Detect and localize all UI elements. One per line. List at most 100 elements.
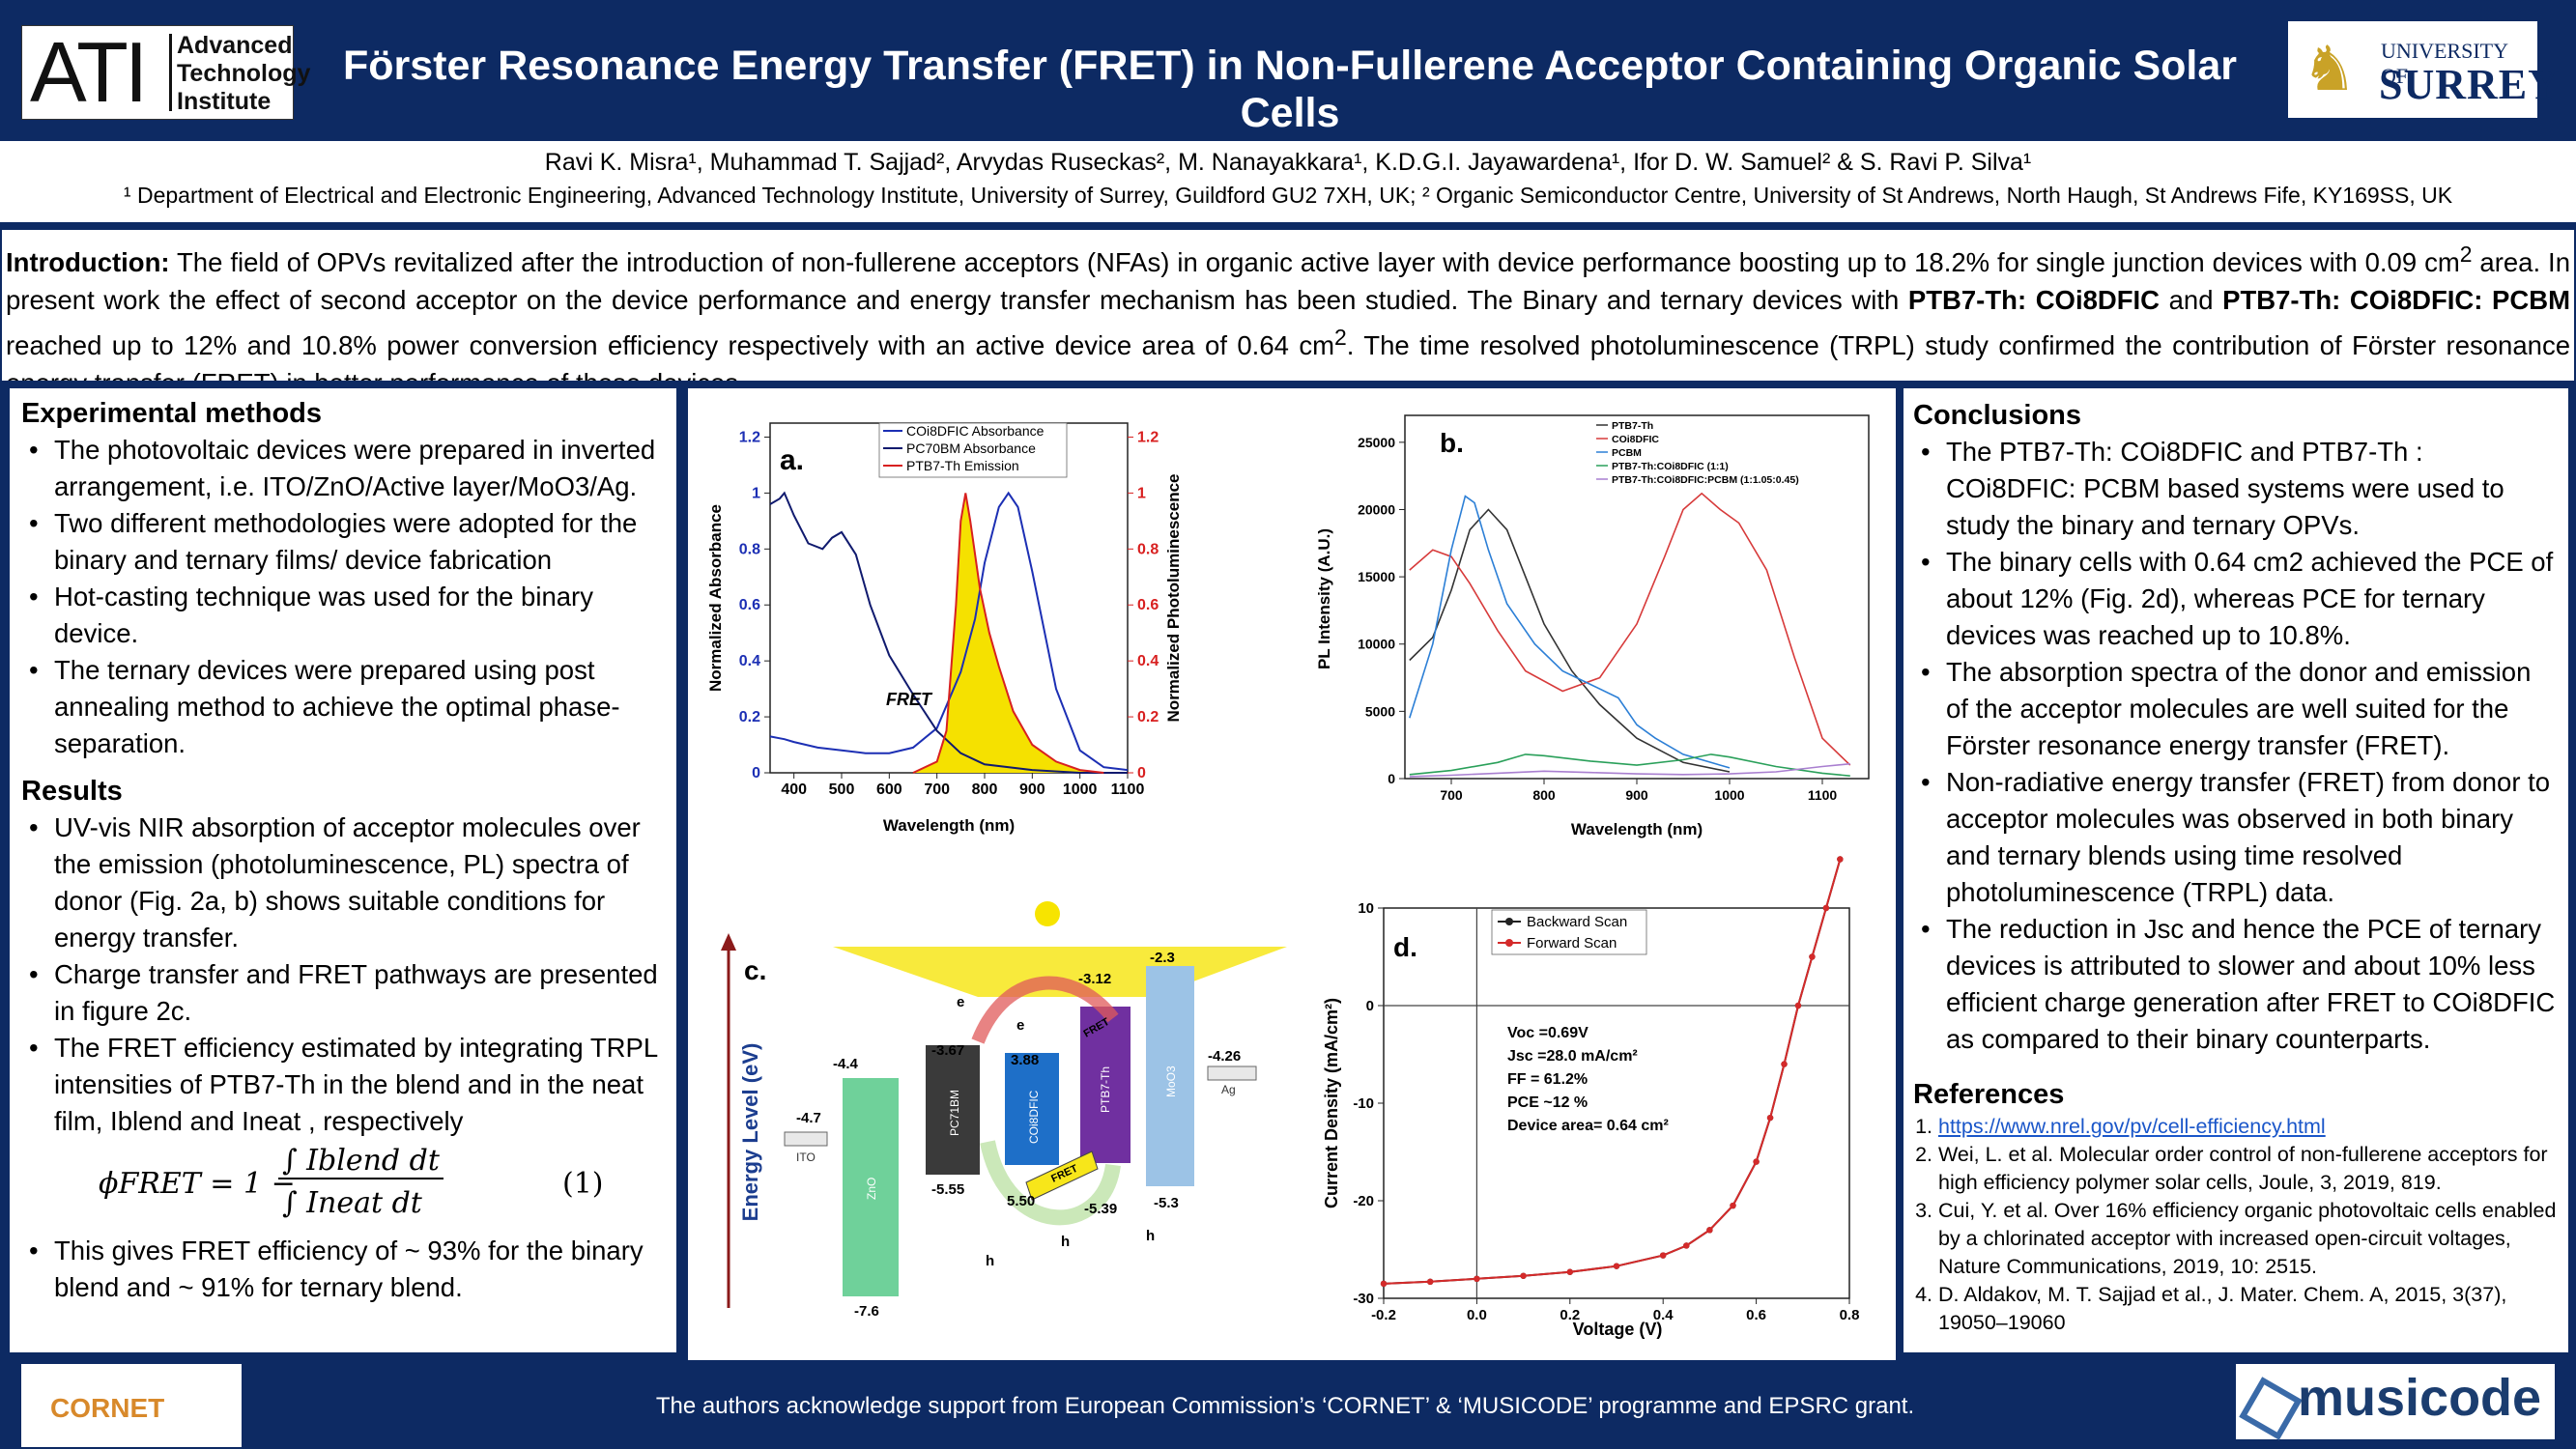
data-point xyxy=(1794,1002,1802,1009)
coi8dfic-bar xyxy=(1005,1053,1059,1165)
cornet-logo: CORNET xyxy=(21,1364,242,1447)
y-tick-label: 10000 xyxy=(1358,637,1395,652)
chart-b-panel-label: b. xyxy=(1440,428,1464,458)
authors: Ravi K. Misra¹, Muhammad T. Sajjad², Arv… xyxy=(544,149,2032,176)
ati-logo-initials: ATI xyxy=(30,24,148,120)
y-tick-label: 25000 xyxy=(1358,435,1395,450)
intro-binary: PTB7-Th: COi8DFIC xyxy=(1907,285,2161,316)
list-item: This gives FRET efficiency of ~ 93% for … xyxy=(29,1233,665,1306)
intro-label: Introduction: xyxy=(6,247,170,278)
list-item: Charge transfer and FRET pathways are pr… xyxy=(29,956,665,1030)
chart-d-frame xyxy=(1383,907,1850,1299)
y-tick-label: 1 xyxy=(752,485,760,501)
zno-bar xyxy=(843,1078,899,1296)
data-point xyxy=(1566,1268,1573,1275)
chart-d-yticks: 10 0 -10 -20 -30 xyxy=(1353,900,1384,1307)
chart-d-xlabel: Voltage (V) xyxy=(1573,1320,1663,1339)
level-label: -7.6 xyxy=(854,1303,879,1320)
y-tick-label: 0.6 xyxy=(739,597,760,613)
chart-b-xlabel: Wavelength (nm) xyxy=(1571,820,1703,838)
ati-logo-line3: Institute xyxy=(177,88,272,115)
ito-bar xyxy=(784,1131,828,1147)
reference-link[interactable]: https://www.nrel.gov/pv/cell-efficiency.… xyxy=(1938,1115,2326,1138)
x-tick-label: 0.4 xyxy=(1653,1307,1674,1323)
x-tick-label: 1000 xyxy=(1063,781,1098,798)
y-tick-label: 15000 xyxy=(1358,569,1395,584)
footer-bar xyxy=(0,1362,2576,1449)
legend-marker xyxy=(1505,939,1513,947)
data-point xyxy=(1474,1275,1480,1282)
x-tick-label: 1000 xyxy=(1714,787,1744,803)
bar-name: PTB7-Th xyxy=(1099,1066,1112,1113)
ag-bar xyxy=(1207,1065,1257,1081)
series-line xyxy=(1409,508,1731,773)
chart-a-legend-entry: PC70BM Absorbance xyxy=(906,440,1036,456)
y2-tick-label: 1.2 xyxy=(1137,429,1159,445)
y2-tick-label: 0.8 xyxy=(1137,541,1159,557)
bar-name: MoO3 xyxy=(1164,1065,1178,1097)
reference-item: https://www.nrel.gov/pv/cell-efficiency.… xyxy=(1938,1113,2559,1141)
chart-b-legend-entry: PTB7-Th:COi8DFIC (1:1) xyxy=(1612,461,1729,472)
surrey-logo-line2: SURREY xyxy=(2379,61,2560,108)
carrier-label: h xyxy=(1146,1228,1155,1244)
affiliations: ¹ Department of Electrical and Electroni… xyxy=(123,183,2453,208)
intro-text-4: reached up to 12% and 10.8% power conver… xyxy=(6,330,1334,361)
y-tick-label: 0.2 xyxy=(739,709,760,725)
data-point xyxy=(1520,1272,1527,1279)
fret-overlap-area xyxy=(913,493,1104,773)
chart-a-legend-entry: PTB7-Th Emission xyxy=(906,458,1019,473)
intro-text-1: The field of OPVs revitalized after the … xyxy=(169,247,2460,278)
chart-d-lines xyxy=(1380,856,1844,1288)
list-item: Two different methodologies were adopted… xyxy=(29,505,665,579)
chart-a-legend-entry: COi8DFIC Absorbance xyxy=(906,423,1045,439)
ati-logo-words: Advanced Technology Institute xyxy=(177,32,310,116)
chart-d-xticks: -0.2 0.0 0.2 0.4 0.6 0.8 xyxy=(1371,1298,1859,1323)
chart-b: 700 800 900 1000 1100 0 5000 10000 15000 20000 25… xyxy=(1315,414,1870,838)
list-item: Non-radiative energy transfer (FRET) fro… xyxy=(1921,764,2559,911)
results-list-final: This gives FRET efficiency of ~ 93% for … xyxy=(21,1233,665,1306)
data-point xyxy=(1809,953,1816,960)
chart-d-legend-entry: Forward Scan xyxy=(1527,935,1617,952)
chart-d: -0.2 0.0 0.2 0.4 0.6 0.8 10 0 -10 -20 -30 d. Volt… xyxy=(1322,856,1859,1339)
y-tick-label: -20 xyxy=(1353,1193,1374,1209)
conclusions-list: The PTB7-Th: COi8DFIC and PTB7-Th : COi8… xyxy=(1913,434,2559,1058)
chart-a-legend xyxy=(878,422,1068,478)
y-tick-label: 10 xyxy=(1358,900,1374,917)
y-tick-label: 0 xyxy=(752,765,760,781)
carrier-label: e xyxy=(957,994,964,1010)
references-list: https://www.nrel.gov/pv/cell-efficiency.… xyxy=(1913,1113,2559,1337)
x-tick-label: 700 xyxy=(1440,787,1463,803)
chart-b-legend-entry: PCBM xyxy=(1612,447,1642,459)
y2-tick-label: 0.6 xyxy=(1137,597,1159,613)
bar-name: Ag xyxy=(1221,1083,1236,1096)
diagram-c-ylabel: Energy Level (eV) xyxy=(738,1043,762,1222)
musicode-logo: musicode xyxy=(2236,1364,2555,1440)
fret-equation: ϕFRET = 1 − ∫ Iblend dt ∫ Ineat dt (1) xyxy=(99,1144,665,1223)
intro-sup-2: 2 xyxy=(1333,325,1347,351)
sun-icon xyxy=(1035,901,1060,926)
intro-text-3: and xyxy=(2160,285,2223,316)
y-tick-label: 0.4 xyxy=(739,653,760,669)
y2-tick-label: 0.4 xyxy=(1137,653,1159,669)
data-point xyxy=(1766,1114,1774,1122)
level-label: -5.39 xyxy=(1084,1201,1117,1217)
introduction-panel: Introduction: The field of OPVs revitali… xyxy=(0,228,2576,383)
energy-diagram: c. Energy Level (eV) -4.7 -4.4 -7.6 xyxy=(721,901,1287,1320)
list-item: The FRET efficiency estimated by integra… xyxy=(29,1030,665,1140)
annotation-line: Voc =0.69V xyxy=(1507,1025,1589,1041)
chart-a-lines xyxy=(769,491,1129,774)
methods-list: The photovoltaic devices were prepared i… xyxy=(21,432,665,762)
carrier-label: h xyxy=(1061,1234,1070,1250)
reference-item: D. Aldakov, M. T. Sajjad et al., J. Mate… xyxy=(1938,1281,2559,1337)
x-tick-label: 600 xyxy=(876,781,902,798)
chart-a-xticks: 400 500 600 700 800 900 1000 1100 xyxy=(781,773,1144,798)
bar-names: ITO ZnO PC71BM COi8DFIC PTB7-Th MoO3 Ag xyxy=(796,1065,1236,1200)
series-line xyxy=(1409,495,1731,769)
level-label: -5.3 xyxy=(1154,1195,1179,1211)
surrey-logo: ♞ UNIVERSITY OF SURREY xyxy=(2288,21,2559,118)
methods-heading: Experimental methods xyxy=(21,398,323,429)
intro-text-5: . The time resolved photoluminescence (T… xyxy=(6,330,2570,381)
chart-a-y2label: Normalized Photoluminescence xyxy=(1164,474,1183,723)
stag-icon: ♞ xyxy=(2302,34,2358,103)
chart-d-annotation: Voc =0.69V Jsc =28.0 mA/cm² FF = 61.2% P… xyxy=(1507,1025,1669,1134)
